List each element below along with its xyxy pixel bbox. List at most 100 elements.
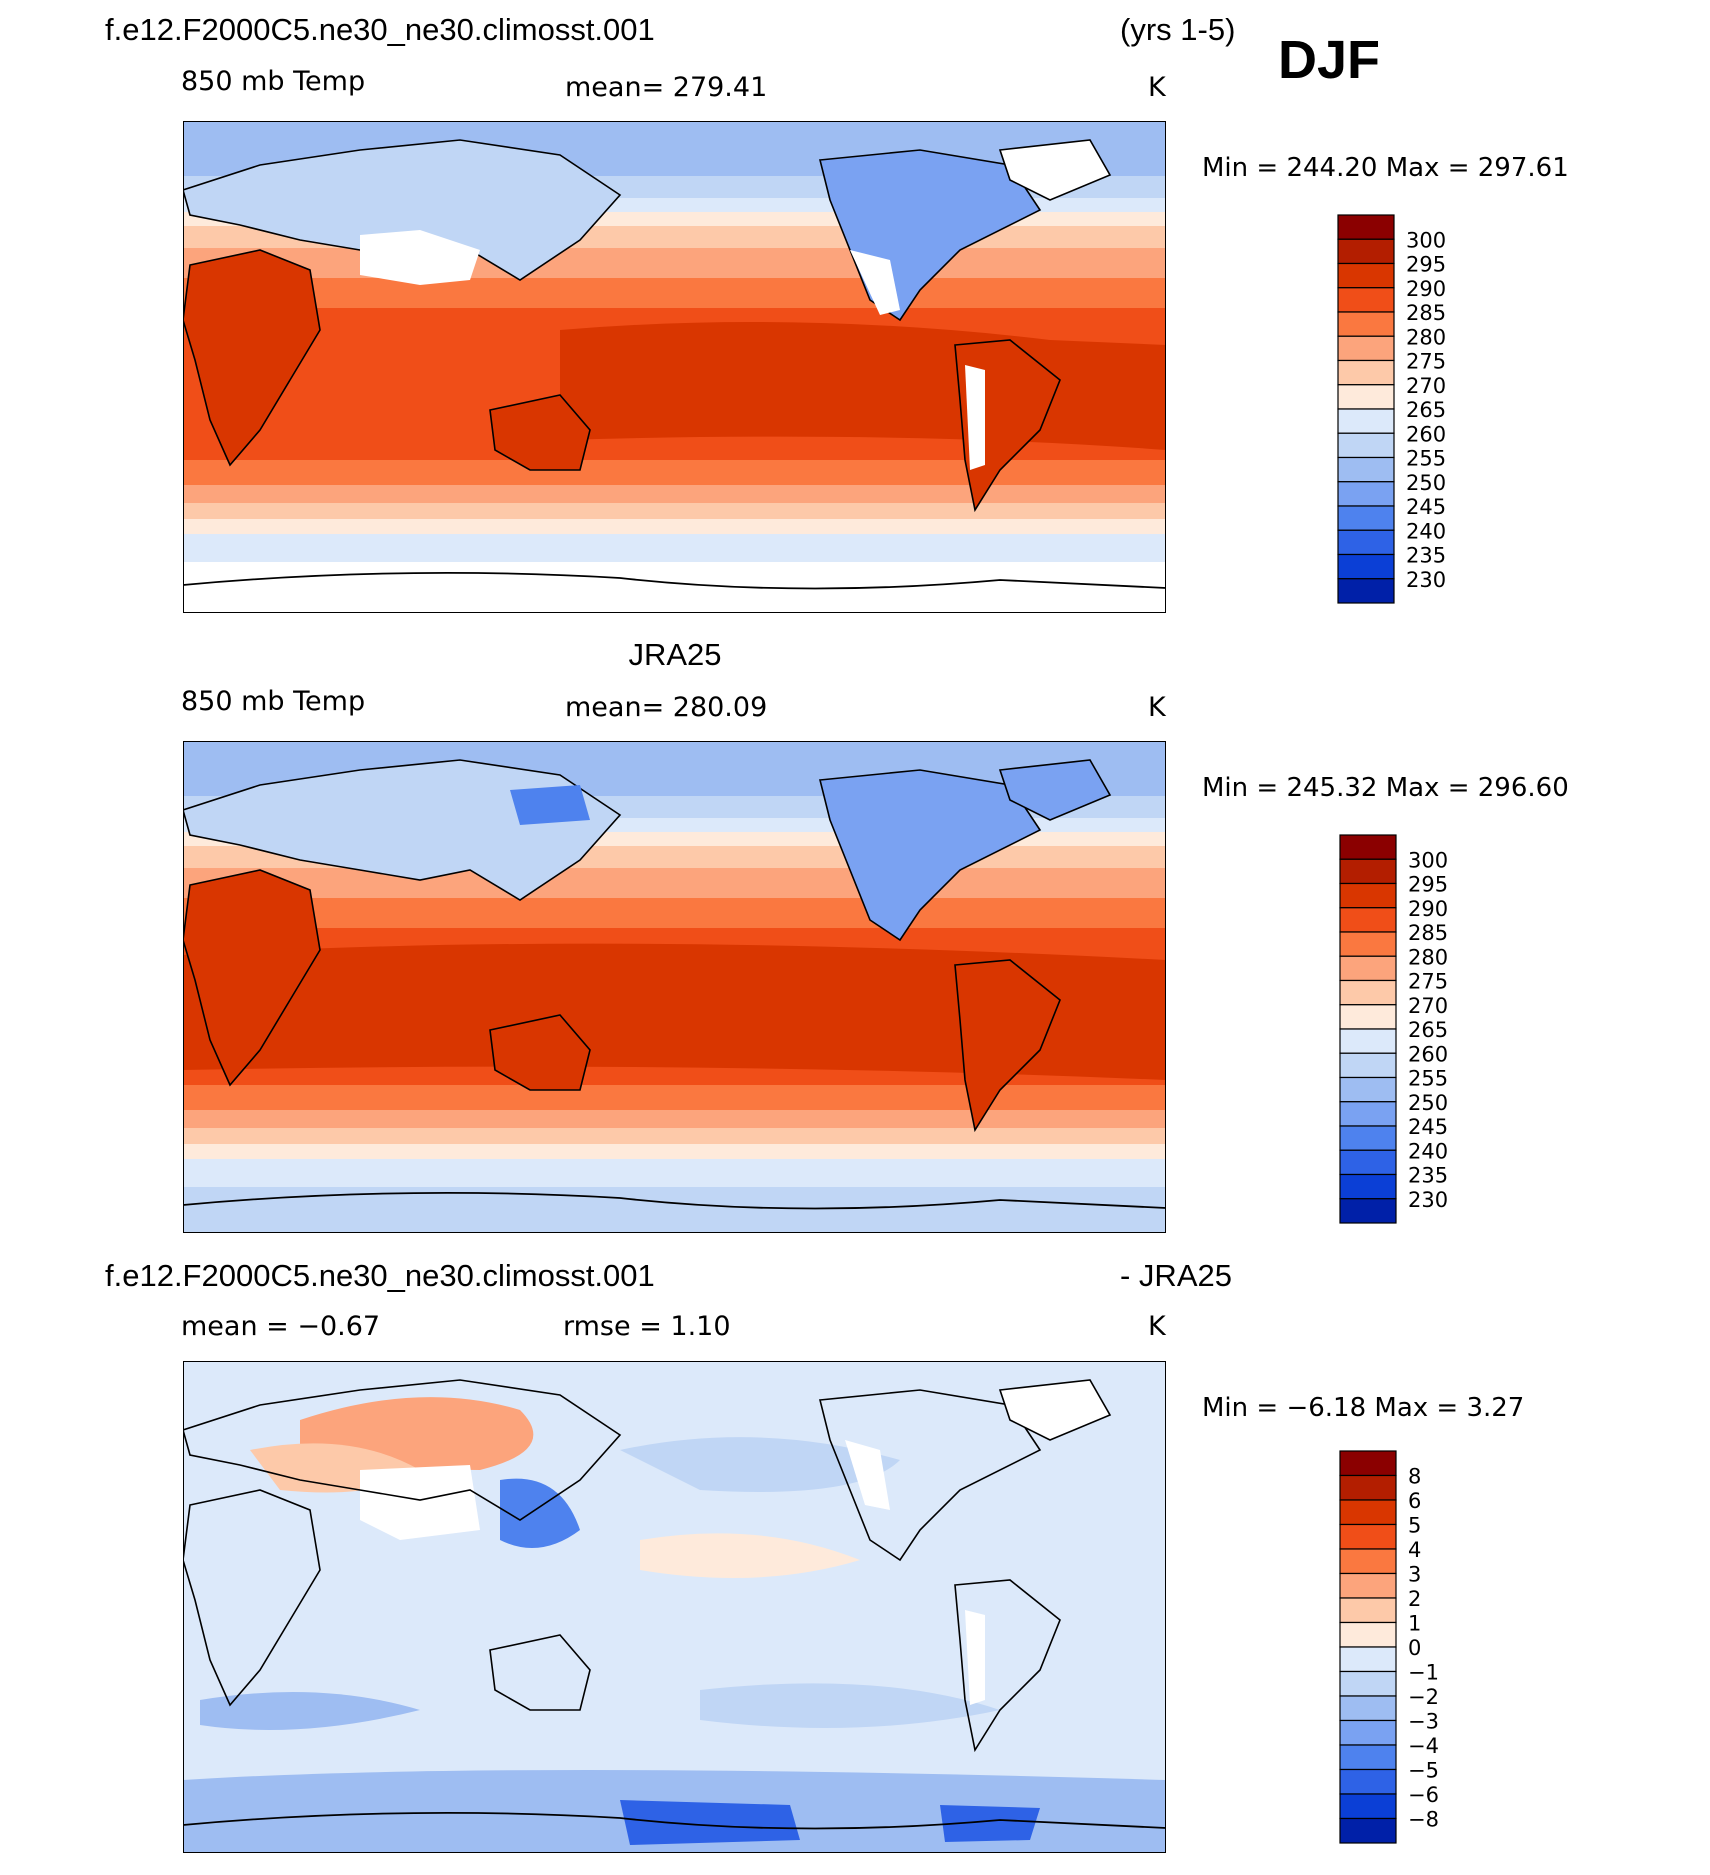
colorbar-tick-label: 295	[1408, 873, 1448, 897]
colorbar-box	[1337, 481, 1395, 507]
panel-obs: 850 mb Temp mean= 280.09 K	[181, 686, 1569, 1233]
colorbar-tick-label: 230	[1408, 1188, 1448, 1212]
colorbar-box	[1339, 834, 1397, 860]
colorbar-tick-label: 4	[1408, 1538, 1421, 1562]
colorbar-tick-label: 290	[1406, 277, 1446, 301]
mean-label: mean= 279.41	[565, 72, 767, 103]
colorbar-model: 3002952902852802752702652602552502452402…	[1337, 214, 1446, 604]
minmax-label: Min = 245.32 Max = 296.60	[1202, 773, 1569, 803]
colorbar-box	[1337, 432, 1395, 459]
panel-diff: mean = −0.67 rmse = 1.10 K	[181, 1311, 1524, 1853]
colorbar-tick-label: 8	[1408, 1465, 1421, 1489]
colorbar-box	[1339, 1670, 1397, 1697]
colorbar-tick-label: 265	[1406, 398, 1446, 422]
colorbar-box	[1339, 1621, 1397, 1648]
colorbar-box	[1337, 335, 1395, 362]
colorbar-tick-label: 290	[1408, 897, 1448, 921]
colorbar-tick-label: 270	[1408, 994, 1448, 1018]
colorbar-box	[1339, 907, 1397, 933]
colorbar-tick-label: 285	[1408, 921, 1448, 945]
colorbar-box	[1339, 1817, 1397, 1844]
diff-case-title: f.e12.F2000C5.ne30_ne30.climosst.001	[105, 1258, 655, 1293]
colorbar-box	[1339, 1499, 1397, 1526]
colorbar-box	[1339, 1125, 1397, 1151]
colorbar-obs: 3002952902852802752702652602552502452402…	[1339, 834, 1448, 1224]
years-label: (yrs 1-5)	[1120, 12, 1235, 47]
colorbar-tick-label: 245	[1408, 1115, 1448, 1139]
panel-model: 850 mb Temp mean= 279.41 K	[181, 66, 1569, 613]
colorbar-box	[1337, 529, 1395, 556]
colorbar-box	[1339, 858, 1397, 885]
colorbar-tick-label: 5	[1408, 1514, 1421, 1538]
season-label: DJF	[1278, 30, 1380, 90]
colorbar-tick-label: −5	[1408, 1759, 1439, 1783]
colorbar-tick-label: 255	[1408, 1067, 1448, 1091]
colorbar-tick-label: 235	[1406, 544, 1446, 568]
colorbar-tick-label: 6	[1408, 1489, 1421, 1513]
colorbar-box	[1339, 931, 1397, 957]
colorbar-box	[1339, 1149, 1397, 1176]
obs-title: JRA25	[628, 637, 721, 672]
colorbar-box	[1339, 1646, 1397, 1673]
field-label: 850 mb Temp	[181, 686, 365, 717]
colorbar-box	[1337, 505, 1395, 531]
units-label: K	[1148, 72, 1167, 103]
colorbar-tick-label: 280	[1406, 325, 1446, 349]
colorbar-box	[1339, 1198, 1397, 1224]
colorbar-box	[1339, 1597, 1397, 1624]
map-field-diff	[183, 1361, 1166, 1853]
colorbar-box	[1339, 955, 1397, 982]
colorbar-box	[1339, 1004, 1397, 1030]
colorbar-box	[1339, 1523, 1397, 1550]
map-field-model	[183, 121, 1166, 613]
colorbar-box	[1337, 456, 1395, 483]
colorbar-box	[1337, 408, 1395, 434]
colorbar-box	[1337, 578, 1395, 604]
colorbar-tick-label: 240	[1408, 1139, 1448, 1163]
colorbar-tick-label: −8	[1408, 1808, 1439, 1832]
colorbar-box	[1339, 882, 1397, 909]
colorbar-tick-label: 230	[1406, 568, 1446, 592]
colorbar-tick-label: 250	[1406, 471, 1446, 495]
mean-label: mean = −0.67	[181, 1311, 380, 1342]
colorbar-tick-label: 3	[1408, 1563, 1421, 1587]
colorbar-tick-label: 295	[1406, 253, 1446, 277]
colorbar-tick-label: 235	[1408, 1164, 1448, 1188]
colorbar-box	[1337, 311, 1395, 337]
colorbar-box	[1337, 384, 1395, 410]
colorbar-tick-label: 275	[1406, 350, 1446, 374]
colorbar-box	[1337, 238, 1395, 265]
colorbar-tick-label: 245	[1406, 495, 1446, 519]
colorbar-tick-label: −1	[1408, 1661, 1439, 1685]
colorbar-box	[1337, 553, 1395, 580]
colorbar-box	[1337, 262, 1395, 289]
field-label: 850 mb Temp	[181, 66, 365, 97]
colorbar-box	[1339, 1572, 1397, 1599]
colorbar-tick-label: 265	[1408, 1018, 1448, 1042]
colorbar-box	[1339, 1719, 1397, 1746]
case-title: f.e12.F2000C5.ne30_ne30.climosst.001	[105, 12, 655, 47]
colorbar-tick-label: 270	[1406, 374, 1446, 398]
colorbar-box	[1339, 1450, 1397, 1477]
diff-suffix: - JRA25	[1120, 1258, 1232, 1293]
colorbar-box	[1339, 1548, 1397, 1575]
colorbar-tick-label: 275	[1408, 970, 1448, 994]
colorbar-box	[1339, 1076, 1397, 1103]
colorbar-box	[1339, 1474, 1397, 1501]
colorbar-tick-label: 255	[1406, 447, 1446, 471]
colorbar-tick-label: 260	[1406, 422, 1446, 446]
colorbar-box	[1339, 1744, 1397, 1771]
colorbar-tick-label: 280	[1408, 945, 1448, 969]
units-label: K	[1148, 1311, 1167, 1342]
colorbar-box	[1337, 214, 1395, 240]
minmax-label: Min = 244.20 Max = 297.61	[1202, 153, 1569, 183]
colorbar-tick-label: 300	[1408, 848, 1448, 872]
colorbar-box	[1339, 1101, 1397, 1127]
rmse-label: rmse = 1.10	[563, 1311, 731, 1342]
colorbar-tick-label: 250	[1408, 1091, 1448, 1115]
units-label: K	[1148, 692, 1167, 723]
colorbar-tick-label: 285	[1406, 301, 1446, 325]
colorbar-box	[1337, 359, 1395, 386]
